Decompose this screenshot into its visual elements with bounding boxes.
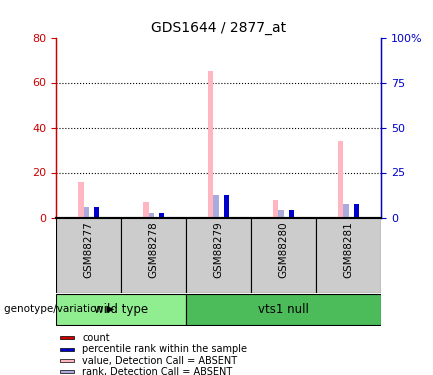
Text: GSM88280: GSM88280: [278, 221, 289, 278]
Bar: [213, 195, 219, 217]
FancyBboxPatch shape: [56, 294, 186, 324]
FancyBboxPatch shape: [186, 217, 251, 292]
FancyBboxPatch shape: [251, 217, 316, 292]
Text: GSM88279: GSM88279: [213, 221, 224, 278]
Bar: [60, 348, 74, 351]
Text: wild type: wild type: [94, 303, 148, 316]
Bar: [143, 202, 149, 217]
Text: value, Detection Call = ABSENT: value, Detection Call = ABSENT: [82, 356, 237, 366]
Bar: [224, 195, 229, 217]
Bar: [278, 210, 284, 218]
Bar: [78, 182, 84, 218]
Bar: [159, 213, 164, 217]
Text: percentile rank within the sample: percentile rank within the sample: [82, 344, 247, 354]
Bar: [273, 200, 278, 217]
Bar: [289, 210, 294, 218]
Text: GSM88281: GSM88281: [343, 221, 354, 278]
Bar: [354, 204, 359, 218]
Bar: [60, 370, 74, 373]
Bar: [60, 336, 74, 339]
Text: vts1 null: vts1 null: [258, 303, 309, 316]
Bar: [60, 359, 74, 362]
Title: GDS1644 / 2877_at: GDS1644 / 2877_at: [151, 21, 286, 35]
FancyBboxPatch shape: [56, 217, 121, 292]
Text: genotype/variation ▶: genotype/variation ▶: [4, 304, 115, 314]
Bar: [338, 141, 343, 218]
FancyBboxPatch shape: [316, 217, 381, 292]
Bar: [149, 213, 154, 217]
Text: rank, Detection Call = ABSENT: rank, Detection Call = ABSENT: [82, 367, 233, 375]
Bar: [343, 204, 349, 218]
Bar: [94, 207, 99, 218]
Bar: [84, 207, 89, 218]
Bar: [208, 71, 213, 217]
FancyBboxPatch shape: [121, 217, 186, 292]
Text: GSM88278: GSM88278: [149, 221, 159, 278]
FancyBboxPatch shape: [186, 294, 381, 324]
Text: GSM88277: GSM88277: [84, 221, 94, 278]
Text: count: count: [82, 333, 110, 343]
